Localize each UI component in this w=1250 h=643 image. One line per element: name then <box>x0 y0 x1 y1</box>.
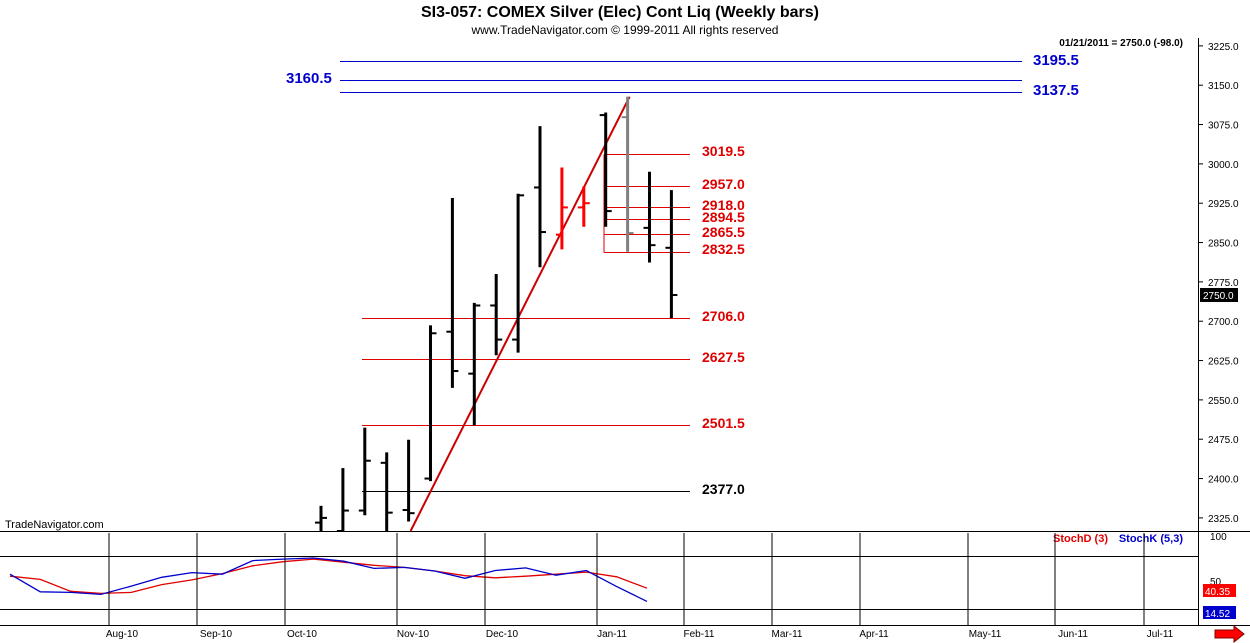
y-tick-label: 2550.0 <box>1208 396 1239 407</box>
last-price-info: 01/21/2011 = 2750.0 (-98.0) <box>1059 38 1183 49</box>
level-label: 2501.5 <box>702 415 745 431</box>
y-tick-label: 3150.0 <box>1208 81 1239 92</box>
x-tick-label: Jul-11 <box>1147 629 1174 640</box>
stoch-tick-50: 50 <box>1210 577 1222 588</box>
x-tick-label: Mar-11 <box>772 629 803 640</box>
price-bars <box>315 96 678 532</box>
x-tick-label: Jun-11 <box>1058 629 1088 640</box>
scroll-right-icon[interactable] <box>1214 624 1245 643</box>
x-tick-label: Sep-10 <box>200 629 233 640</box>
x-tick-label: Oct-10 <box>287 629 317 640</box>
x-tick-label: Feb-11 <box>684 629 715 640</box>
panel-frames <box>0 38 1250 626</box>
stochk-last-box <box>1203 606 1236 619</box>
y-tick-label: 2400.0 <box>1208 475 1239 486</box>
level-label: 2957.0 <box>702 176 745 192</box>
stochd-legend: StochD (3) <box>1053 533 1108 545</box>
x-tick-label: Aug-10 <box>106 629 139 640</box>
level-label: 2894.5 <box>702 209 745 225</box>
stoch-tick-100: 100 <box>1210 532 1227 543</box>
chart-title: SI3-057: COMEX Silver (Elec) Cont Liq (W… <box>421 4 819 21</box>
y-tick-label: 2775.0 <box>1208 278 1239 289</box>
last-price-label: 2750.0 <box>1203 291 1234 302</box>
y-tick-label: 2700.0 <box>1208 317 1239 328</box>
stochd-line <box>9 558 648 595</box>
watermark: TradeNavigator.com <box>5 519 104 531</box>
level-label: 2865.5 <box>702 224 745 240</box>
stochk-last-value: 14.52 <box>1205 609 1230 620</box>
last-price-box <box>1200 287 1238 302</box>
y-tick-label: 3000.0 <box>1208 160 1239 171</box>
time-axis: Aug-10 Sep-10 Oct-10 Nov-10 Dec-10 Jan-11 Feb-… <box>106 533 1174 640</box>
stochd-last-box <box>1203 584 1236 597</box>
x-tick-label: Apr-11 <box>859 629 889 640</box>
level-label: 2832.5 <box>702 241 745 257</box>
y-tick-label: 2325.0 <box>1208 514 1239 525</box>
x-tick-label: May-11 <box>969 629 1002 640</box>
stochk-legend: StochK (5,3) <box>1119 533 1184 545</box>
x-tick-label: Dec-10 <box>486 629 519 640</box>
level-label: 2377.0 <box>702 481 745 497</box>
level-label: 3195.5 <box>1033 52 1079 69</box>
support-resistance-levels: 3195.5 3160.5 3137.5 3019.5 2957.0 2918.02894… <box>286 52 1079 497</box>
level-label: 3160.5 <box>286 70 332 87</box>
y-tick-label: 3225.0 <box>1208 42 1239 53</box>
y-tick-label: 2625.0 <box>1208 357 1239 368</box>
y-tick-label: 2475.0 <box>1208 435 1239 446</box>
level-label: 2918.0 <box>702 197 745 213</box>
trendline-layer <box>409 96 631 532</box>
chart-subtitle: www.TradeNavigator.com © 1999-2011 All r… <box>471 23 779 37</box>
x-tick-label: Nov-10 <box>397 629 430 640</box>
level-label: 3019.5 <box>702 143 745 159</box>
stochk-line <box>9 557 648 602</box>
y-tick-label: 3075.0 <box>1208 121 1239 132</box>
stochd-last-value: 40.35 <box>1205 587 1230 598</box>
price-axis: 3225.0 3150.0 3075.0 3000.0 2925.0 2850.0 2775… <box>1198 42 1239 525</box>
level-label: 2627.5 <box>702 349 745 365</box>
trendline <box>409 96 631 532</box>
y-tick-label: 2850.0 <box>1208 239 1239 250</box>
level-label: 3137.5 <box>1033 82 1079 99</box>
y-tick-label: 2925.0 <box>1208 199 1239 210</box>
level-label: 2706.0 <box>702 308 745 324</box>
x-tick-label: Jan-11 <box>597 629 627 640</box>
